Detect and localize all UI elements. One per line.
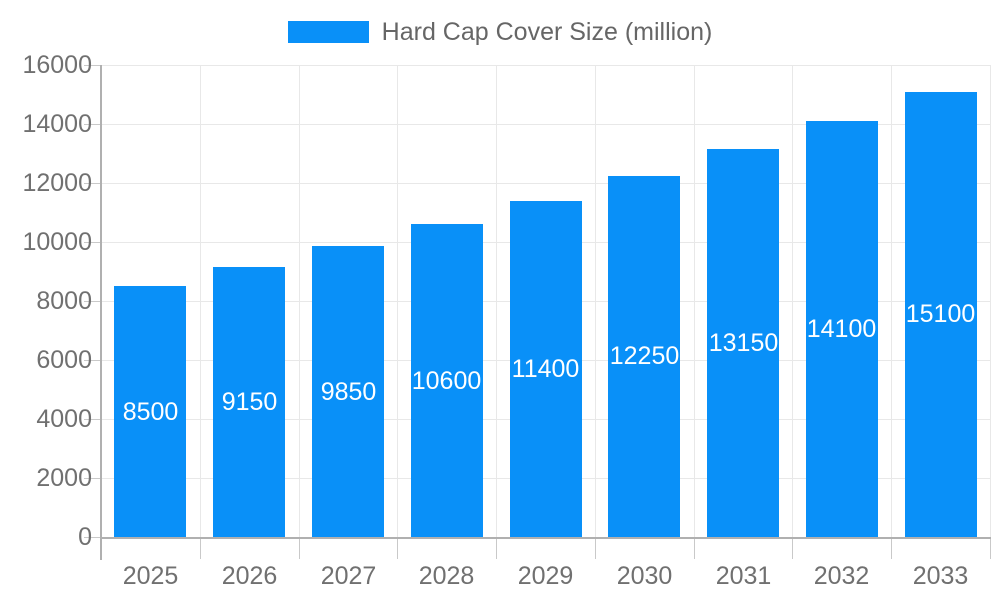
- x-axis-tick-label: 2027: [320, 562, 377, 590]
- bar-value-label: 14100: [806, 315, 877, 343]
- y-axis-tick: [84, 124, 101, 125]
- bar-value-label: 13150: [708, 329, 779, 357]
- x-axis-tick-label: 2026: [221, 562, 278, 590]
- x-axis-tick-label: 2033: [912, 562, 969, 590]
- bar-2032: [806, 121, 878, 537]
- legend-swatch: [287, 21, 369, 43]
- bar-value-label: 11400: [511, 355, 580, 383]
- y-axis-tick: [84, 242, 101, 243]
- gridline-vertical: [595, 65, 596, 537]
- gridline-vertical: [397, 65, 398, 537]
- gridline-vertical: [990, 65, 991, 537]
- gridline-vertical: [891, 65, 892, 537]
- gridline-vertical: [792, 65, 793, 537]
- gridline-horizontal: [101, 183, 990, 184]
- x-axis-tick: [891, 537, 892, 559]
- bar-value-label: 8500: [122, 398, 179, 426]
- y-axis-tick-label: 16000: [22, 51, 92, 79]
- y-axis-line: [100, 65, 102, 560]
- y-axis-tick: [84, 537, 101, 538]
- x-axis-tick-label: 2032: [813, 562, 870, 590]
- gridline-horizontal: [101, 124, 990, 125]
- bar-value-label: 15100: [905, 300, 976, 328]
- y-axis-tick-label: 0: [78, 523, 92, 551]
- y-axis-tick: [84, 478, 101, 479]
- y-axis-tick-label: 6000: [36, 346, 92, 374]
- bar-value-label: 10600: [411, 367, 482, 395]
- x-axis-tick: [990, 537, 991, 559]
- y-axis-tick: [84, 183, 101, 184]
- gridline-horizontal: [101, 65, 990, 66]
- x-axis-tick: [299, 537, 300, 559]
- y-axis-tick-label: 8000: [36, 287, 92, 315]
- gridline-vertical: [299, 65, 300, 537]
- y-axis-tick: [84, 419, 101, 420]
- x-axis-line: [100, 537, 991, 539]
- legend[interactable]: Hard Cap Cover Size (million): [0, 18, 1000, 46]
- bar-2031: [707, 149, 779, 537]
- x-axis-tick: [397, 537, 398, 559]
- bar-2029: [510, 201, 582, 537]
- x-axis-tick-label: 2029: [517, 562, 574, 590]
- bar-value-label: 9850: [320, 378, 377, 406]
- x-axis-tick: [496, 537, 497, 559]
- bar-value-label: 9150: [221, 388, 278, 416]
- y-axis-tick: [84, 301, 101, 302]
- y-axis-tick-label: 2000: [36, 464, 92, 492]
- bar-2027: [312, 246, 384, 537]
- y-axis-tick-label: 10000: [22, 228, 92, 256]
- x-axis-tick: [694, 537, 695, 559]
- y-axis-tick: [84, 65, 101, 66]
- y-axis-tick-label: 14000: [22, 110, 92, 138]
- bar-2025: [114, 286, 186, 537]
- x-axis-tick-label: 2030: [616, 562, 673, 590]
- gridline-vertical: [496, 65, 497, 537]
- x-axis-tick-label: 2028: [418, 562, 475, 590]
- gridline-vertical: [694, 65, 695, 537]
- bar-value-label: 12250: [609, 342, 680, 370]
- y-axis-tick: [84, 360, 101, 361]
- bar-2026: [213, 267, 285, 537]
- bar-2033: [905, 92, 977, 537]
- x-axis-tick: [200, 537, 201, 559]
- x-axis-tick: [595, 537, 596, 559]
- y-axis-tick-label: 12000: [22, 169, 92, 197]
- legend-label: Hard Cap Cover Size (million): [381, 18, 713, 46]
- y-axis-tick-label: 4000: [36, 405, 92, 433]
- x-axis-tick: [792, 537, 793, 559]
- bar-2030: [608, 176, 680, 537]
- gridline-vertical: [200, 65, 201, 537]
- bar-2028: [411, 224, 483, 537]
- x-axis-tick-label: 2025: [122, 562, 179, 590]
- x-axis-tick-label: 2031: [715, 562, 772, 590]
